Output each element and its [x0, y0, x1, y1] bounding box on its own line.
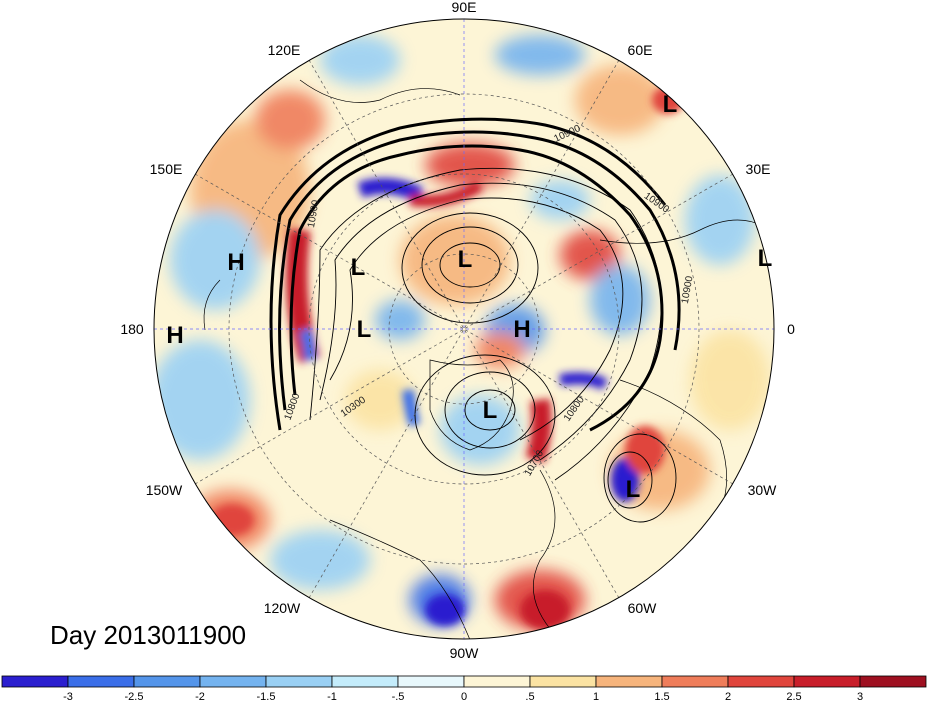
colorbar-tick-label: .5: [525, 691, 534, 702]
colorbar-tick-label: 2.5: [786, 691, 801, 702]
longitude-labels: 90E 60E 30E 0 30W 60W 90W 120W 150W 180 …: [120, 0, 795, 661]
lon-label-120w: 120W: [264, 600, 301, 616]
colorbar-tick-label: -2.5: [125, 691, 144, 702]
colorbar-swatch: [1, 675, 69, 688]
contour-label: 10900: [680, 275, 696, 305]
colorbar-swatch: [595, 675, 663, 688]
colorbar-tick-label: 2: [725, 691, 731, 702]
lon-label-60w: 60W: [628, 600, 658, 616]
contour-label: 10900: [306, 199, 322, 229]
colorbar-swatch: [133, 675, 201, 688]
low-marker: L: [351, 254, 366, 281]
colorbar-swatch: [397, 675, 465, 688]
lon-label-90e: 90E: [452, 0, 477, 15]
high-marker: H: [166, 322, 183, 349]
lon-label-60e: 60E: [628, 42, 653, 58]
low-marker: L: [626, 476, 641, 503]
colorbar-tick-label: -1.5: [257, 691, 276, 702]
colorbar-swatch: [727, 675, 795, 688]
day-title: Day 2013011900: [50, 620, 247, 650]
colorbar-tick-label: 3: [857, 691, 863, 702]
lon-label-90w: 90W: [450, 645, 480, 661]
colorbar-tick-label: -1: [327, 691, 337, 702]
colorbar-swatch: [529, 675, 597, 688]
graticule: [154, 19, 774, 639]
colorbar: -3 -2.5 -2 -1.5 -1 -.5 0 .5 1 1.5 2 2.5 3: [1, 675, 927, 702]
lon-label-150e: 150E: [150, 161, 183, 177]
height-contours: [203, 79, 771, 639]
colorbar-swatch: [859, 675, 927, 688]
colorbar-tick-label: -3: [63, 691, 73, 702]
colorbar-swatch: [793, 675, 861, 688]
lon-label-180: 180: [120, 321, 144, 337]
colorbar-swatch: [67, 675, 135, 688]
lon-label-30w: 30W: [748, 482, 778, 498]
colorbar-tick-label: 1.5: [654, 691, 669, 702]
colorbar-swatch: [199, 675, 267, 688]
colorbar-tick-label: -2: [195, 691, 205, 702]
high-marker: H: [227, 249, 244, 276]
lon-label-30e: 30E: [746, 161, 771, 177]
lon-label-0: 0: [787, 321, 795, 337]
low-marker: L: [458, 246, 473, 273]
high-marker: H: [513, 316, 530, 343]
colorbar-swatch: [265, 675, 333, 688]
colorbar-tick-label: -.5: [392, 691, 405, 702]
colorbar-tick-label: 1: [593, 691, 599, 702]
low-marker: L: [758, 245, 773, 272]
low-marker: L: [663, 91, 678, 118]
colorbar-swatch: [463, 675, 531, 688]
colorbar-tick-label: 0: [461, 691, 467, 702]
colorbar-swatch: [331, 675, 399, 688]
low-marker: L: [357, 316, 372, 343]
low-marker: L: [483, 397, 498, 424]
colorbar-swatch: [661, 675, 729, 688]
pressure-systems: L L L L L L L L H H H: [166, 91, 772, 503]
lon-label-120e: 120E: [268, 42, 301, 58]
lon-label-150w: 150W: [146, 482, 183, 498]
map-border: [153, 18, 775, 640]
